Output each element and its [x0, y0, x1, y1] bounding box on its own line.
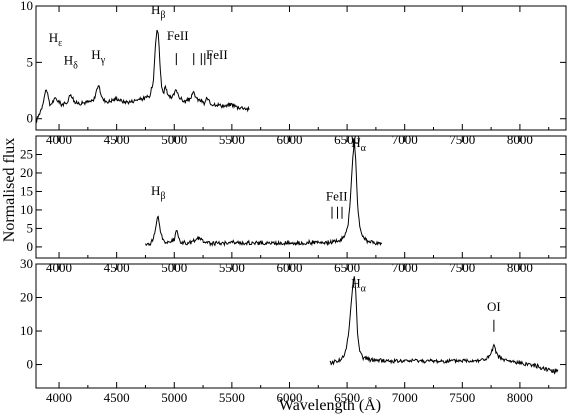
y-tick-label: 25 — [20, 146, 33, 161]
x-tick-label: 7000 — [392, 390, 418, 405]
x-tick-label: 5500 — [219, 390, 245, 405]
line-annotation: Hε — [49, 30, 63, 49]
line-annotation: FeII — [326, 189, 348, 204]
line-annotation: OI — [487, 299, 501, 314]
x-tick-label: 4500 — [104, 390, 130, 405]
spectrum-line — [145, 139, 383, 248]
y-tick-label: 30 — [20, 256, 33, 271]
x-tick-label: 8000 — [507, 390, 533, 405]
y-tick-label: 0 — [27, 239, 34, 254]
line-annotation: Hβ — [151, 183, 165, 202]
y-tick-label: 5 — [27, 54, 34, 69]
panel-2: 4000 4500 5000 5500 6000 6500 7000 7500 80000510… — [20, 135, 567, 275]
y-tick-label: 0 — [27, 111, 34, 126]
line-annotation: Hα — [351, 135, 366, 154]
line-annotation: Hβ — [151, 2, 165, 21]
line-annotation: Hα — [351, 275, 366, 294]
spectrum-line — [35, 29, 250, 124]
line-annotation: FeII — [206, 47, 228, 62]
y-tick-label: 15 — [20, 183, 33, 198]
line-annotation: FeII — [167, 28, 189, 43]
y-tick-label: 10 — [20, 202, 33, 217]
line-annotation: Hδ — [64, 53, 78, 72]
y-tick-label: 20 — [20, 290, 33, 305]
x-tick-label: 7500 — [449, 390, 475, 405]
y-tick-label: 20 — [20, 165, 33, 180]
spectrum-line — [329, 276, 559, 375]
x-tick-label: 4000 — [46, 390, 72, 405]
panel-3: 4000 4500 5000 5500 6000 6500 7000 7500 8000 0 10 2… — [20, 256, 567, 405]
x-axis-label: Wavelength (Å) — [279, 396, 381, 414]
panels-group: 4000 4500 5000 5500 6000 6500 7000 7500 8000 0 5 10… — [20, 0, 567, 405]
line-annotation: Hγ — [91, 47, 105, 66]
y-tick-label: 0 — [27, 357, 34, 372]
panel-frame — [35, 263, 567, 389]
panel-frame — [35, 5, 567, 131]
y-tick-label: 10 — [20, 0, 33, 13]
x-tick-label: 5000 — [161, 390, 187, 405]
x-tick-label: 6000 — [276, 390, 302, 405]
x-tick-label: 6500 — [334, 390, 360, 405]
y-tick-label: 10 — [20, 323, 33, 338]
panel-frame — [35, 135, 567, 259]
y-tick-label: 5 — [27, 220, 34, 235]
y-axis-label: Normalised flux — [1, 138, 18, 242]
panel-1: 4000 4500 5000 5500 6000 6500 7000 7500 80000510… — [20, 0, 567, 147]
